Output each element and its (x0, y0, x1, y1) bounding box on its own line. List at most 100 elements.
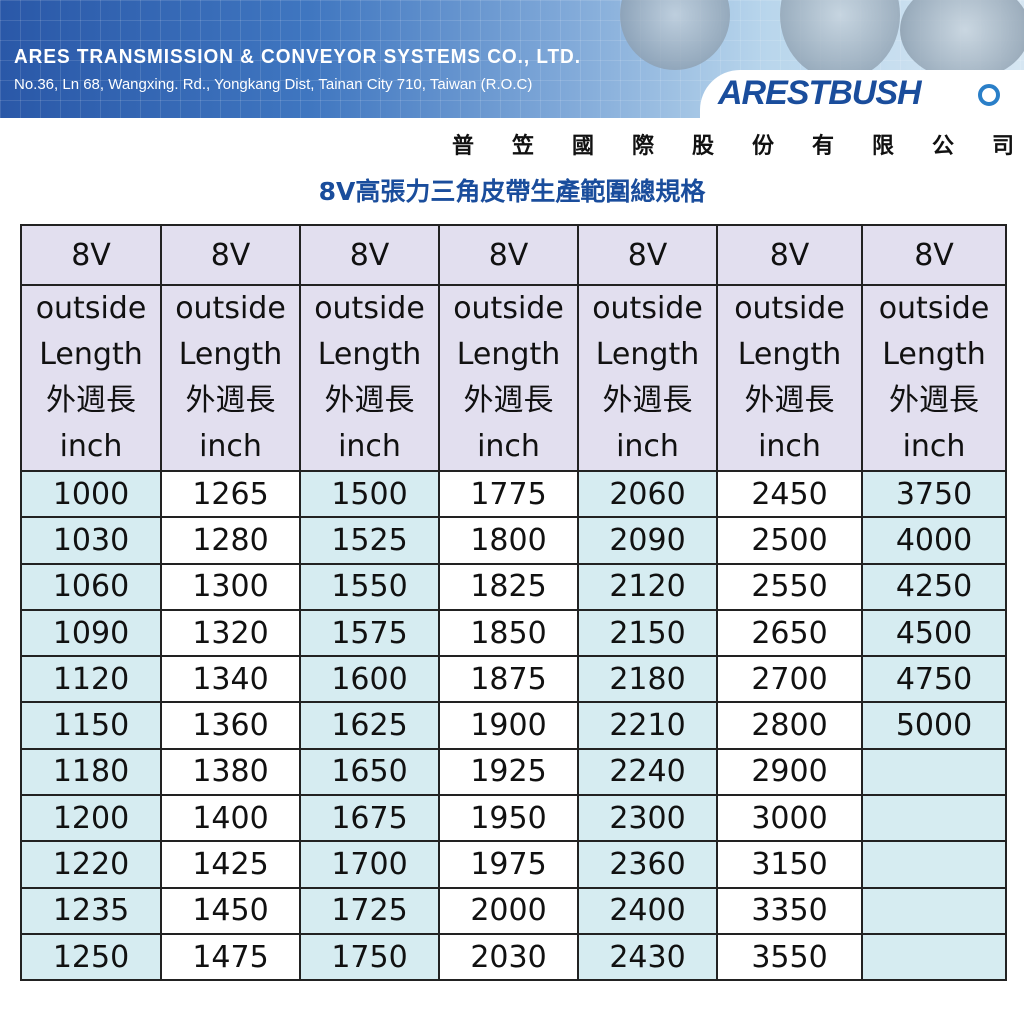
length-cell: 1475 (160, 932, 301, 982)
length-cell: 2300 (577, 794, 718, 843)
length-cell: 1750 (299, 932, 440, 982)
header-desc-en1: outside (734, 291, 845, 326)
length-cell: 3550 (716, 932, 863, 982)
length-cell: 1850 (438, 608, 579, 658)
header-desc-cn: 外週長 (463, 383, 554, 418)
length-cell (861, 932, 1007, 982)
length-cell (861, 794, 1007, 843)
table-row: 1180 1380 1650 1925 2240 2900 (20, 747, 1007, 797)
length-cell: 2090 (577, 516, 718, 565)
length-cell: 2700 (716, 655, 863, 704)
header-unit: inch (616, 429, 679, 464)
length-cell: 1675 (299, 794, 440, 843)
column-header-type: 8V (716, 224, 863, 286)
length-cell: 1650 (299, 747, 440, 797)
table-body: 1000 1265 1500 1775 2060 2450 3750 1030 1280 1525… (20, 469, 1007, 982)
length-cell (861, 840, 1007, 889)
header-unit: inch (59, 429, 123, 464)
length-cell: 1000 (20, 469, 162, 519)
length-cell (861, 886, 1007, 935)
header-unit: inch (902, 429, 966, 464)
length-cell: 2800 (716, 701, 863, 750)
length-cell: 1875 (438, 655, 579, 704)
length-cell: 1900 (438, 701, 579, 750)
header-desc-cn: 外週長 (46, 383, 136, 418)
table-row: 1030 1280 1525 1800 2090 2500 4000 (20, 516, 1007, 565)
column-header-type: 8V (577, 224, 718, 286)
company-address: No.36, Ln 68, Wangxing. Rd., Yongkang Di… (14, 76, 533, 93)
length-cell: 2360 (577, 840, 718, 889)
length-cell: 2120 (577, 562, 718, 611)
header-desc-en1: outside (314, 291, 425, 326)
header-unit: inch (199, 429, 262, 464)
column-header-description: outside Length 外週長 inch (716, 284, 863, 472)
length-cell: 1340 (160, 655, 301, 704)
header-desc-en1: outside (878, 291, 990, 326)
header-unit: inch (758, 429, 821, 464)
length-cell: 1280 (160, 516, 301, 565)
header-desc-cn: 外週長 (744, 383, 835, 418)
length-cell: 1400 (160, 794, 301, 843)
column-header-description: outside Length 外週長 inch (438, 284, 579, 472)
column-header-description: outside Length 外週長 inch (861, 284, 1007, 472)
length-cell: 4500 (861, 608, 1007, 658)
company-name-cn: 普笠國際股份有限公司 (451, 134, 1024, 159)
table-row: 1220 1425 1700 1975 2360 3150 (20, 840, 1007, 889)
length-cell: 1575 (299, 608, 440, 658)
length-cell: 1265 (160, 469, 301, 519)
header-unit: inch (338, 429, 401, 464)
length-cell: 2000 (438, 886, 579, 935)
length-cell: 2030 (438, 932, 579, 982)
length-cell: 1200 (20, 794, 162, 843)
header-unit: inch (477, 429, 540, 464)
length-cell: 1775 (438, 469, 579, 519)
column-header-description: outside Length 外週長 inch (299, 284, 440, 472)
length-cell: 2500 (716, 516, 863, 565)
length-cell: 1120 (20, 655, 162, 704)
length-cell: 1450 (160, 886, 301, 935)
length-cell: 1525 (299, 516, 440, 565)
length-cell: 1725 (299, 886, 440, 935)
column-header-type: 8V (861, 224, 1007, 286)
table-row: 1090 1320 1575 1850 2150 2650 4500 (20, 608, 1007, 658)
length-cell: 1030 (20, 516, 162, 565)
table-row: 1060 1300 1550 1825 2120 2550 4250 (20, 562, 1007, 611)
header-desc-en1: outside (592, 291, 703, 326)
header-row-type: 8V 8V 8V 8V 8V 8V 8V (20, 224, 1007, 286)
header-desc-cn: 外週長 (324, 383, 415, 418)
length-cell: 4250 (861, 562, 1007, 611)
table-row: 1150 1360 1625 1900 2210 2800 5000 (20, 701, 1007, 750)
length-cell: 1090 (20, 608, 162, 658)
header-desc-cn: 外週長 (602, 383, 693, 418)
gear-icon (978, 84, 1000, 106)
length-cell: 3150 (716, 840, 863, 889)
length-cell: 1220 (20, 840, 162, 889)
length-cell: 2550 (716, 562, 863, 611)
logo-background (700, 70, 1024, 118)
header-row-description: outside Length 外週長 inch outside Length 外週長 inch… (20, 284, 1007, 472)
spec-table: 8V 8V 8V 8V 8V 8V 8V outside Length 外週長 inch outsi… (20, 224, 1007, 982)
header-desc-en2: Length (178, 337, 283, 372)
length-cell: 1180 (20, 747, 162, 797)
header-desc-en2: Length (456, 337, 561, 372)
length-cell: 3750 (861, 469, 1007, 519)
header-desc-en2: Length (595, 337, 700, 372)
table-row: 1235 1450 1725 2000 2400 3350 (20, 886, 1007, 935)
column-header-description: outside Length 外週長 inch (577, 284, 718, 472)
header-desc-en2: Length (39, 337, 143, 372)
length-cell: 1235 (20, 886, 162, 935)
header-desc-en2: Length (317, 337, 422, 372)
column-header-type: 8V (160, 224, 301, 286)
column-header-type: 8V (438, 224, 579, 286)
length-cell: 1060 (20, 562, 162, 611)
table-row: 1250 1475 1750 2030 2430 3550 (20, 932, 1007, 982)
header-banner: ARES TRANSMISSION & CONVEYOR SYSTEMS CO.… (0, 0, 1024, 118)
length-cell: 2450 (716, 469, 863, 519)
length-cell: 2180 (577, 655, 718, 704)
length-cell: 2150 (577, 608, 718, 658)
header-desc-en2: Length (882, 337, 986, 372)
header-desc-en1: outside (453, 291, 564, 326)
company-name-en: ARES TRANSMISSION & CONVEYOR SYSTEMS CO.… (14, 46, 581, 68)
length-cell: 1380 (160, 747, 301, 797)
table-row: 1120 1340 1600 1875 2180 2700 4750 (20, 655, 1007, 704)
